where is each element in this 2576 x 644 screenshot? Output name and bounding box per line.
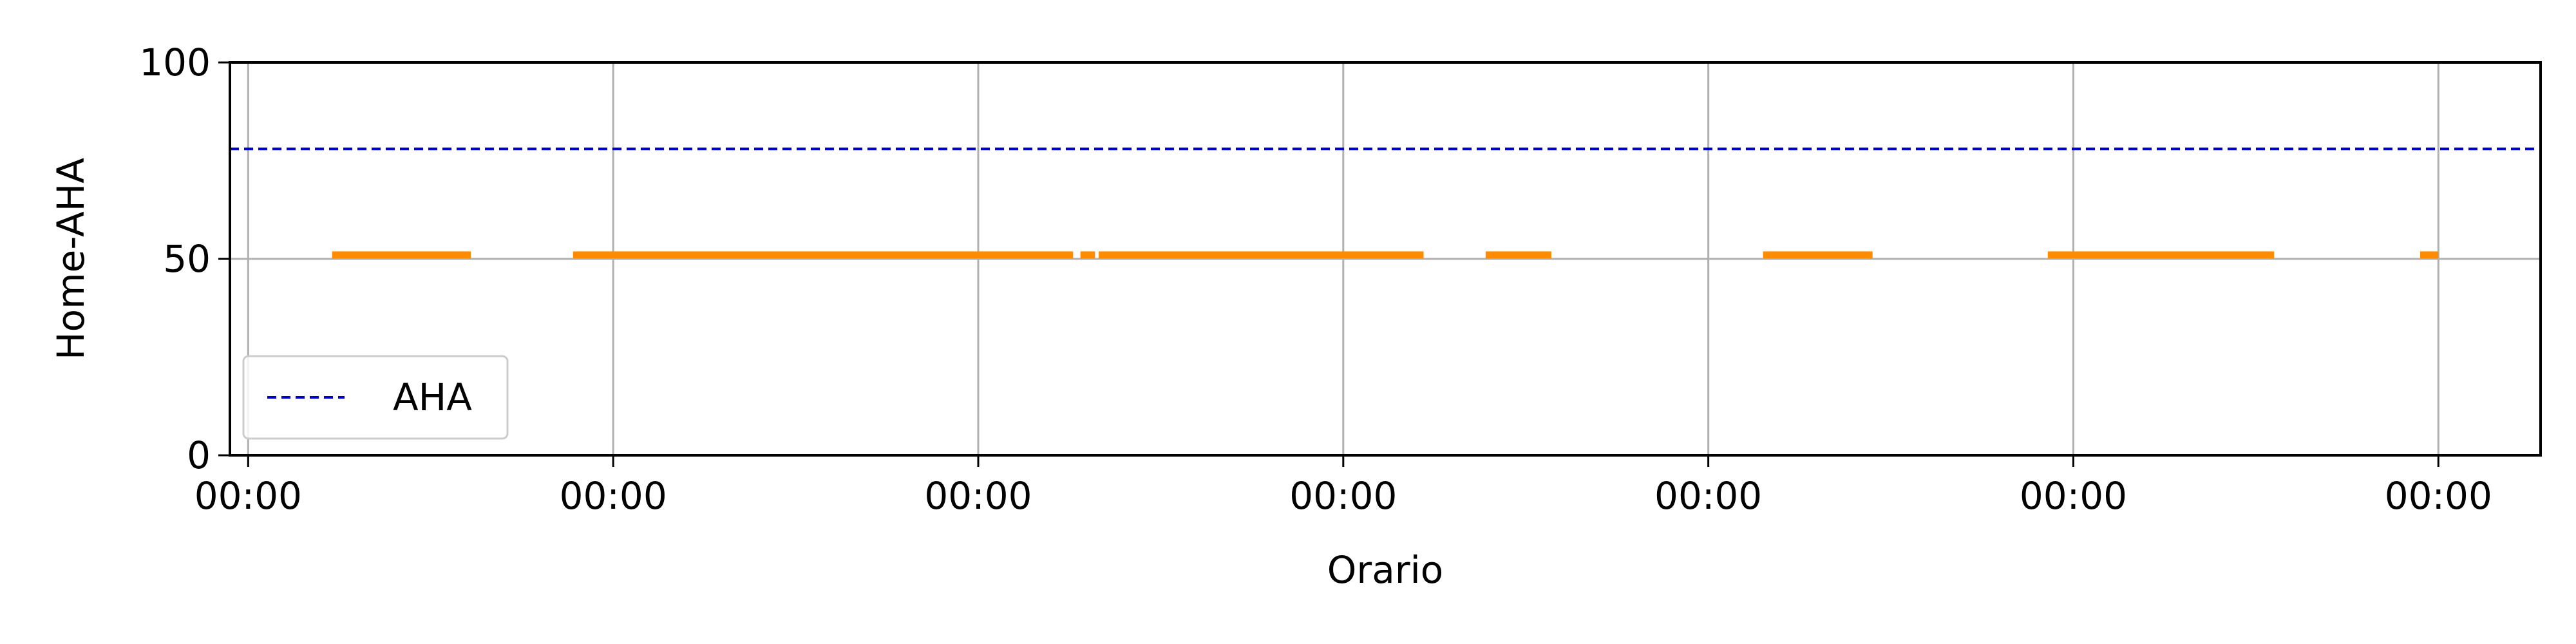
legend: AHA	[242, 355, 509, 440]
grid	[230, 61, 2541, 457]
y-tick-label-2: 100	[139, 41, 211, 84]
y-axis-label: Home-AHA	[49, 158, 93, 360]
x-tick-label-0: 00:00	[194, 474, 302, 518]
x-tick-label-4: 00:00	[1654, 474, 1762, 518]
legend-box	[242, 355, 509, 440]
x-tick-label-5: 00:00	[2020, 474, 2127, 518]
y-tick-label-1: 50	[163, 237, 211, 281]
y-tick-label-0: 0	[187, 433, 211, 477]
legend-label-aha: AHA	[393, 375, 472, 419]
x-tick-label-3: 00:00	[1289, 474, 1397, 518]
x-tick-label-2: 00:00	[924, 474, 1032, 518]
x-axis-label: Orario	[1327, 548, 1444, 592]
axes: 00:00 00:00 00:00 00:00 00:00 00:00 00:0005010…	[139, 41, 2492, 518]
x-tick-label-1: 00:00	[560, 474, 667, 518]
x-tick-label-6: 00:00	[2385, 474, 2492, 518]
